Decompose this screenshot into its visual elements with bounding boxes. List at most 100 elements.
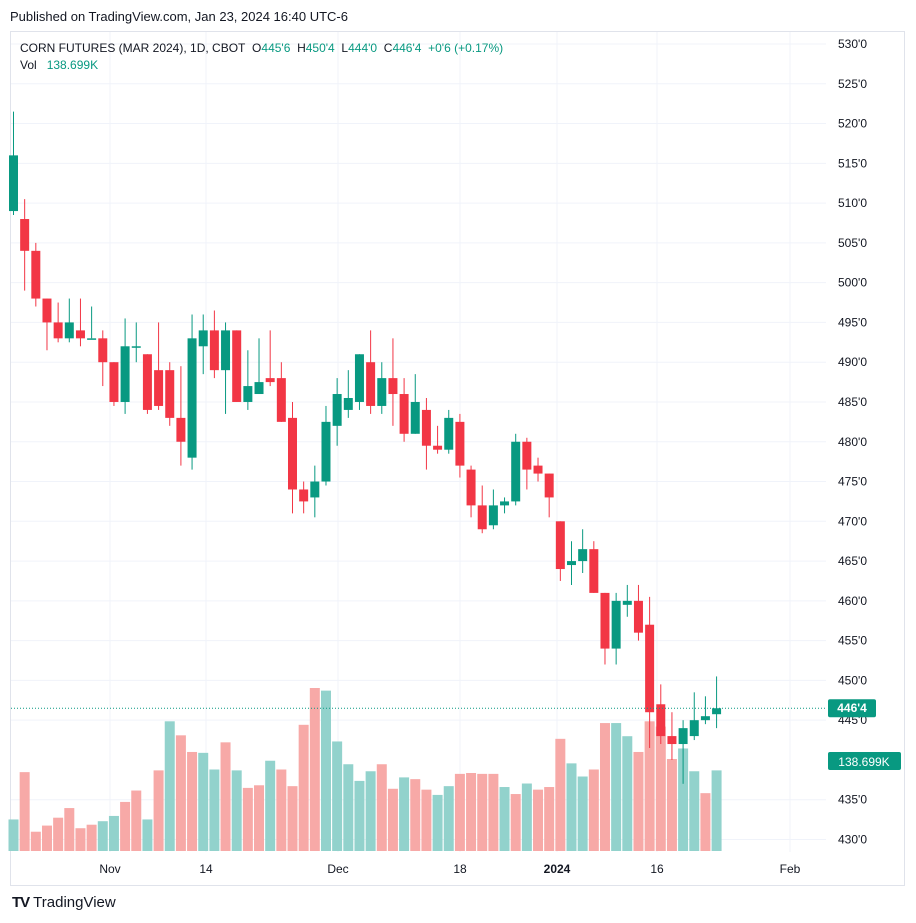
volume-bar — [332, 741, 343, 851]
volume-bar — [187, 751, 198, 851]
volume-bar — [700, 793, 711, 851]
candle-body — [567, 561, 576, 566]
price-axis: 530'0 525'0 520'0 515'0 510'0 505'0 500'0 495'0… — [838, 37, 867, 847]
volume-bar — [19, 772, 30, 851]
candle-body — [243, 386, 253, 402]
symbol-label: CORN FUTURES (MAR 2024), 1D, CBOT — [20, 41, 246, 55]
tradingview-logo-icon: TV — [12, 894, 30, 911]
volume-bar — [209, 769, 220, 851]
close-value: 446'4 — [392, 41, 422, 55]
volume-value: 138.699K — [46, 58, 99, 72]
candle-body — [500, 501, 510, 506]
candle-body — [75, 330, 85, 339]
candle-body — [42, 298, 52, 323]
price-tick-label: 470'0 — [838, 514, 867, 528]
volume-bar — [287, 786, 298, 851]
candle-body — [555, 521, 565, 570]
volume-bar — [644, 721, 655, 851]
volume-bar — [108, 815, 119, 851]
volume-bar — [443, 786, 454, 851]
volume-bar — [41, 825, 52, 851]
candle-body — [64, 322, 74, 339]
price-tick-label: 495'0 — [838, 315, 867, 329]
candle-body — [20, 219, 30, 251]
time-tick-label: 18 — [453, 862, 467, 876]
price-tick-label: 465'0 — [838, 554, 867, 568]
price-tick-label: 500'0 — [838, 276, 867, 290]
candle-body — [455, 421, 465, 466]
volume-bar — [320, 690, 331, 851]
volume-bar — [410, 779, 421, 851]
volume-bar — [533, 789, 544, 851]
candle-body — [611, 600, 621, 649]
legend-row-symbol: CORN FUTURES (MAR 2024), 1D, CBOT O445'6… — [20, 40, 503, 57]
volume-bar — [689, 771, 700, 851]
price-tick-label: 510'0 — [838, 196, 867, 210]
volume-bar — [276, 769, 287, 851]
candle-body — [154, 370, 164, 406]
candle-body — [265, 378, 275, 383]
last-price-badge — [828, 699, 876, 718]
volume-bar — [466, 773, 477, 851]
volume-bar — [454, 773, 465, 851]
candle-body — [366, 362, 376, 406]
time-tick-label: 14 — [199, 862, 213, 876]
candle-body — [678, 728, 688, 745]
price-tick-label: 515'0 — [838, 156, 867, 170]
volume-bar — [298, 724, 309, 851]
candle-body — [645, 624, 655, 713]
volume-bar — [254, 785, 265, 851]
candle-body — [622, 600, 632, 605]
volume-bar — [365, 771, 376, 851]
volume-bar — [8, 819, 19, 851]
brand-name: TradingView — [33, 894, 116, 911]
candle-body — [288, 417, 297, 490]
candle-body — [399, 394, 409, 434]
volume-bar — [198, 752, 209, 851]
price-markers: 446'4 138.699K — [11, 699, 901, 770]
volume-bar — [711, 770, 722, 851]
price-tick-label: 435'0 — [838, 793, 867, 807]
candle-body — [310, 481, 320, 498]
candle-body — [354, 354, 364, 402]
time-tick-label: Feb — [780, 862, 801, 876]
candle-body — [221, 330, 231, 371]
candle-body — [388, 378, 398, 395]
candle-body — [421, 409, 431, 446]
candle-body — [332, 394, 342, 426]
tradingview-brand[interactable]: TV TradingView — [12, 894, 116, 911]
volume-bar — [175, 735, 186, 851]
volume-bar — [421, 789, 432, 851]
candle-body — [410, 401, 420, 434]
candle-body — [198, 330, 208, 347]
volume-bar — [577, 776, 588, 851]
volume-bar — [265, 760, 276, 851]
candle-body — [533, 465, 543, 474]
candle-body — [98, 338, 108, 363]
price-tick-label: 505'0 — [838, 236, 867, 250]
volume-bar — [510, 794, 521, 851]
time-tick-label: 2024 — [544, 862, 571, 876]
candle-body — [254, 382, 264, 395]
low-label: L — [341, 41, 349, 55]
volume-bar — [220, 742, 231, 851]
close-label: C — [383, 41, 393, 55]
volume-bar — [666, 758, 677, 851]
volume-bar — [86, 824, 97, 851]
grid-lines — [11, 32, 826, 852]
volume-bar — [477, 773, 488, 851]
price-tick-label: 455'0 — [838, 634, 867, 648]
price-tick-label: 430'0 — [838, 833, 867, 847]
volume-bar — [488, 773, 499, 851]
candle-body — [712, 708, 722, 715]
time-tick-label: Nov — [99, 862, 120, 876]
volume-bar — [354, 780, 365, 851]
price-candles — [9, 111, 722, 784]
price-tick-label: 475'0 — [838, 475, 867, 489]
volume-bar — [633, 751, 644, 851]
volume-bar — [153, 770, 164, 851]
candle-body — [176, 417, 186, 442]
candle-body — [633, 600, 643, 633]
candle-body — [131, 346, 141, 348]
